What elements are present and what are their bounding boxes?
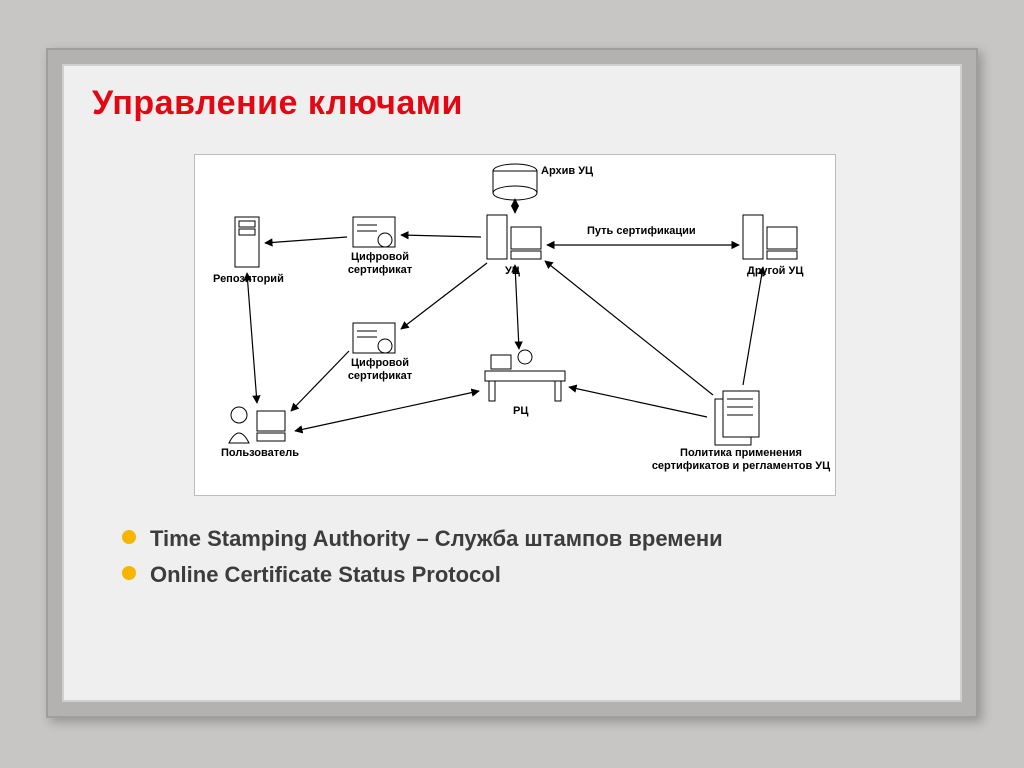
label-archive: Архив УЦ xyxy=(541,165,593,178)
label-certpath: Путь сертификации xyxy=(587,225,696,238)
repository-icon xyxy=(235,217,259,267)
label-policy: Политика применения сертификатов и регла… xyxy=(651,447,831,472)
uc-icon xyxy=(487,215,541,259)
bullet-text: Online Certificate Status Protocol xyxy=(150,560,501,590)
label-uc: УЦ xyxy=(505,265,520,278)
policy-icon xyxy=(715,391,759,445)
list-item: Time Stamping Authority – Служба штампов… xyxy=(122,524,880,554)
archive-icon xyxy=(493,164,537,200)
bullet-list: Time Stamping Authority – Служба штампов… xyxy=(122,524,880,595)
certificate-2-icon xyxy=(353,323,395,353)
bullet-dot-icon xyxy=(122,530,136,544)
label-cert1: Цифровой сертификат xyxy=(345,251,415,276)
label-other-uc: Другой УЦ xyxy=(747,265,803,278)
label-rc: РЦ xyxy=(513,405,528,418)
label-repo: Репозиторий xyxy=(213,273,284,286)
bullet-text: Time Stamping Authority – Служба штампов… xyxy=(150,524,723,554)
other-uc-icon xyxy=(743,215,797,259)
label-cert2: Цифровой сертификат xyxy=(345,357,415,382)
pki-diagram: Архив УЦ Репозиторий Цифровой сертификат… xyxy=(194,154,836,496)
list-item: Online Certificate Status Protocol xyxy=(122,560,880,590)
bullet-dot-icon xyxy=(122,566,136,580)
user-icon xyxy=(229,407,285,443)
certificate-1-icon xyxy=(353,217,395,247)
label-user: Пользователь xyxy=(221,447,299,460)
rc-icon xyxy=(485,350,565,401)
slide-title: Управление ключами xyxy=(92,84,463,123)
slide-frame: Управление ключами xyxy=(46,48,978,718)
slide-body: Управление ключами xyxy=(62,64,962,702)
